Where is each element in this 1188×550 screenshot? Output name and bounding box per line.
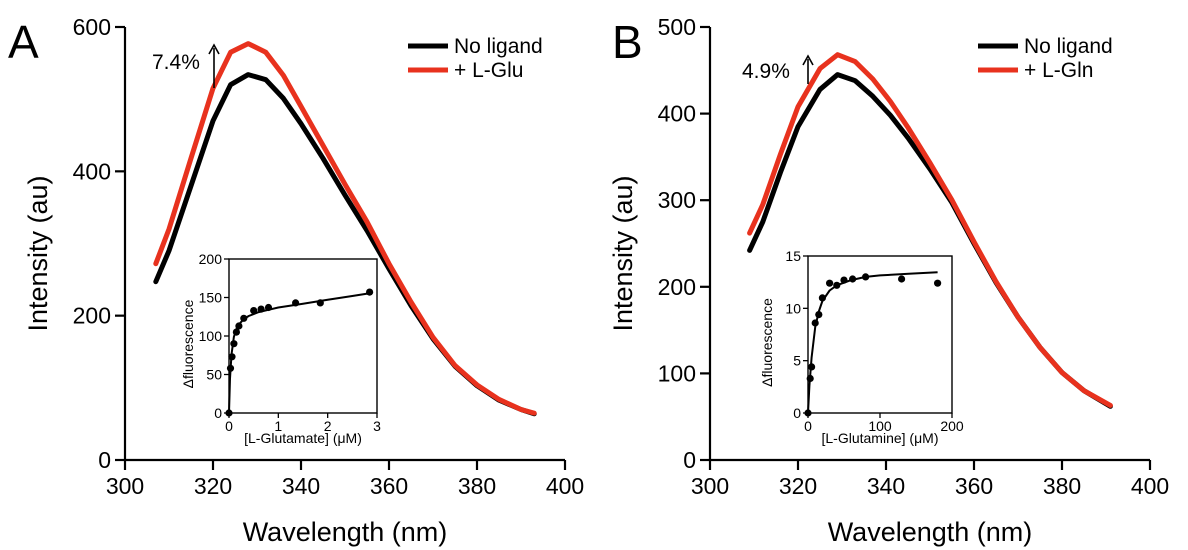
x-tick-label: 320 xyxy=(779,473,817,499)
inset-x-axis-label: [L-Glutamate] (μM) xyxy=(244,430,362,446)
x-tick-label: 320 xyxy=(194,473,232,499)
series-line-ligand xyxy=(747,52,1113,408)
inset-y-tick-label: 100 xyxy=(199,328,223,344)
series-line-ligand xyxy=(153,41,537,416)
inset-data-point xyxy=(316,299,324,307)
inset-x-tick-label: 3 xyxy=(373,418,381,434)
inset-data-point xyxy=(840,276,848,284)
inset-data-point xyxy=(815,311,823,319)
inset-x-tick-label: 0 xyxy=(225,418,233,434)
inset-y-tick-label: 15 xyxy=(785,248,801,264)
inset-data-point xyxy=(235,322,243,330)
inset-y-tick-label: 0 xyxy=(214,405,222,421)
x-tick-label: 380 xyxy=(1043,473,1081,499)
y-tick-label: 500 xyxy=(658,14,696,40)
inset-data-point xyxy=(228,353,236,361)
x-tick-label: 300 xyxy=(691,473,729,499)
inset-data-point xyxy=(862,273,870,281)
x-tick-label: 340 xyxy=(282,473,320,499)
percent-annotation: 7.4% xyxy=(152,51,200,74)
annotation-arrow-head xyxy=(802,54,814,66)
inset-data-point xyxy=(257,305,265,313)
y-tick-label: 0 xyxy=(683,447,696,473)
percent-annotation: 4.9% xyxy=(742,60,790,83)
legend-label: No ligand xyxy=(454,35,543,58)
inset-data-point xyxy=(818,294,827,302)
x-tick-label: 400 xyxy=(546,473,584,499)
inset-b: 0 5 10 15 0 100 200[L-Glutamine] (μM) Δfluoresc… xyxy=(759,248,964,446)
inset-x-tick-label: 200 xyxy=(940,418,964,434)
inset-fit-curve xyxy=(807,271,938,414)
inset-x-axis-label: [L-Glutamine] (μM) xyxy=(822,430,939,446)
inset-data-point xyxy=(804,409,812,417)
inset-data-point xyxy=(806,374,814,383)
inset-data-point xyxy=(811,319,819,327)
inset-data-point xyxy=(230,340,238,348)
x-tick-label: 360 xyxy=(955,473,993,499)
inset-data-point xyxy=(898,275,906,283)
x-tick-label: 400 xyxy=(1131,473,1169,499)
y-tick-label: 200 xyxy=(658,274,696,300)
inset-data-point xyxy=(250,307,258,315)
inset-x-tick-label: 0 xyxy=(804,418,812,434)
x-tick-label: 300 xyxy=(106,473,144,499)
inset-y-tick-label: 0 xyxy=(793,405,801,421)
panel-letter: B xyxy=(612,16,643,68)
inset-data-point xyxy=(366,288,374,296)
inset-data-point xyxy=(232,328,240,336)
inset-data-point xyxy=(225,409,233,417)
x-tick-label: 340 xyxy=(867,473,905,499)
inset-x-tick-label: 2 xyxy=(324,418,332,434)
x-axis-label: Wavelength (nm) xyxy=(243,517,448,547)
y-tick-label: 400 xyxy=(658,101,696,127)
inset-a: 0 50 100 150 200 0 1 2 3 [L-Glutamate] (μM) Δfluor… xyxy=(180,251,381,446)
inset-y-tick-label: 50 xyxy=(206,367,222,383)
annotation-arrow-head xyxy=(208,43,220,55)
inset-data-point xyxy=(826,279,834,287)
inset-data-point xyxy=(934,279,942,287)
panel-letter: A xyxy=(8,16,39,68)
inset-x-tick-label: 1 xyxy=(274,418,282,434)
inset-y-axis-label: Δfluorescence xyxy=(759,298,775,387)
y-tick-label: 0 xyxy=(98,447,111,473)
y-axis-label: Intensity (au) xyxy=(23,175,53,331)
legend-label: + L-Gln xyxy=(1024,59,1093,82)
inset-x-tick-label: 100 xyxy=(868,418,892,434)
inset-data-point xyxy=(833,281,841,289)
x-tick-label: 380 xyxy=(458,473,496,499)
inset-data-point xyxy=(240,314,248,322)
inset-y-tick-label: 10 xyxy=(785,300,801,316)
y-tick-label: 200 xyxy=(73,303,111,329)
legend-label: + L-Glu xyxy=(454,59,523,82)
inset-frame xyxy=(807,255,953,414)
inset-y-axis-label: Δfluorescence xyxy=(180,299,196,388)
inset-y-tick-label: 150 xyxy=(199,290,223,306)
y-tick-label: 300 xyxy=(658,187,696,213)
inset-data-point xyxy=(292,299,300,307)
inset-frame xyxy=(228,258,378,414)
inset-data-point xyxy=(849,275,857,283)
inset-data-point xyxy=(264,303,273,312)
y-axis-label: Intensity (au) xyxy=(608,175,638,331)
inset-y-tick-label: 200 xyxy=(199,251,223,267)
y-tick-label: 400 xyxy=(73,158,111,184)
inset-data-point xyxy=(226,364,235,372)
x-axis-label: Wavelength (nm) xyxy=(828,517,1033,547)
inset-y-tick-label: 5 xyxy=(793,353,801,369)
y-tick-label: 600 xyxy=(73,14,111,40)
legend-label: No ligand xyxy=(1024,35,1113,58)
inset-data-point xyxy=(808,363,816,371)
x-tick-label: 360 xyxy=(370,473,408,499)
y-tick-label: 100 xyxy=(658,360,696,386)
